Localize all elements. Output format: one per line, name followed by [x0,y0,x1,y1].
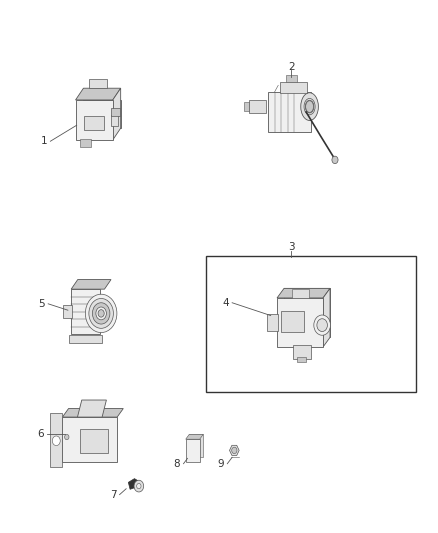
Text: 6: 6 [37,430,44,439]
Bar [206,256,416,392]
Polygon shape [75,88,121,100]
Circle shape [317,319,327,332]
Bar [110,115,118,126]
Polygon shape [128,479,138,489]
Bar [75,100,113,140]
Polygon shape [113,88,121,140]
Bar [189,434,203,457]
Bar [277,298,323,347]
Circle shape [332,156,338,164]
Text: 1: 1 [40,136,47,146]
Polygon shape [83,100,121,128]
Bar [286,75,297,82]
Polygon shape [62,408,124,417]
Circle shape [314,315,330,335]
Circle shape [85,294,117,333]
Circle shape [98,310,104,317]
Text: 4: 4 [222,298,229,308]
Circle shape [65,434,69,440]
Polygon shape [186,434,203,439]
Text: 7: 7 [110,490,117,499]
Bar [63,305,72,318]
Bar [267,314,279,331]
Circle shape [52,436,60,446]
Polygon shape [78,400,106,417]
Text: 8: 8 [173,459,180,469]
Polygon shape [284,288,330,337]
Circle shape [134,480,144,492]
Bar [297,357,306,362]
Bar [80,140,91,147]
Bar [80,429,109,453]
Circle shape [96,307,106,320]
Ellipse shape [286,88,306,118]
Bar [110,108,120,116]
Bar [244,102,250,111]
Circle shape [89,298,113,328]
Text: 3: 3 [288,243,295,252]
Bar [50,414,62,467]
Text: 5: 5 [38,299,45,309]
Circle shape [232,447,237,454]
Circle shape [92,303,110,324]
Polygon shape [230,445,239,456]
Ellipse shape [301,93,318,120]
Polygon shape [323,288,330,347]
Text: 9: 9 [217,459,224,469]
Polygon shape [277,288,330,298]
Text: 2: 2 [288,62,295,71]
Circle shape [137,483,141,489]
Bar [69,335,102,343]
Bar [84,116,104,130]
Bar [71,289,100,335]
Polygon shape [71,279,111,289]
Ellipse shape [306,101,314,112]
Bar [249,100,266,113]
Bar [293,345,311,359]
Bar [186,439,200,462]
Bar [280,82,307,93]
Bar [89,78,107,88]
Bar [268,92,311,132]
Bar [292,289,309,298]
Bar [281,311,304,332]
Bar [62,417,117,463]
